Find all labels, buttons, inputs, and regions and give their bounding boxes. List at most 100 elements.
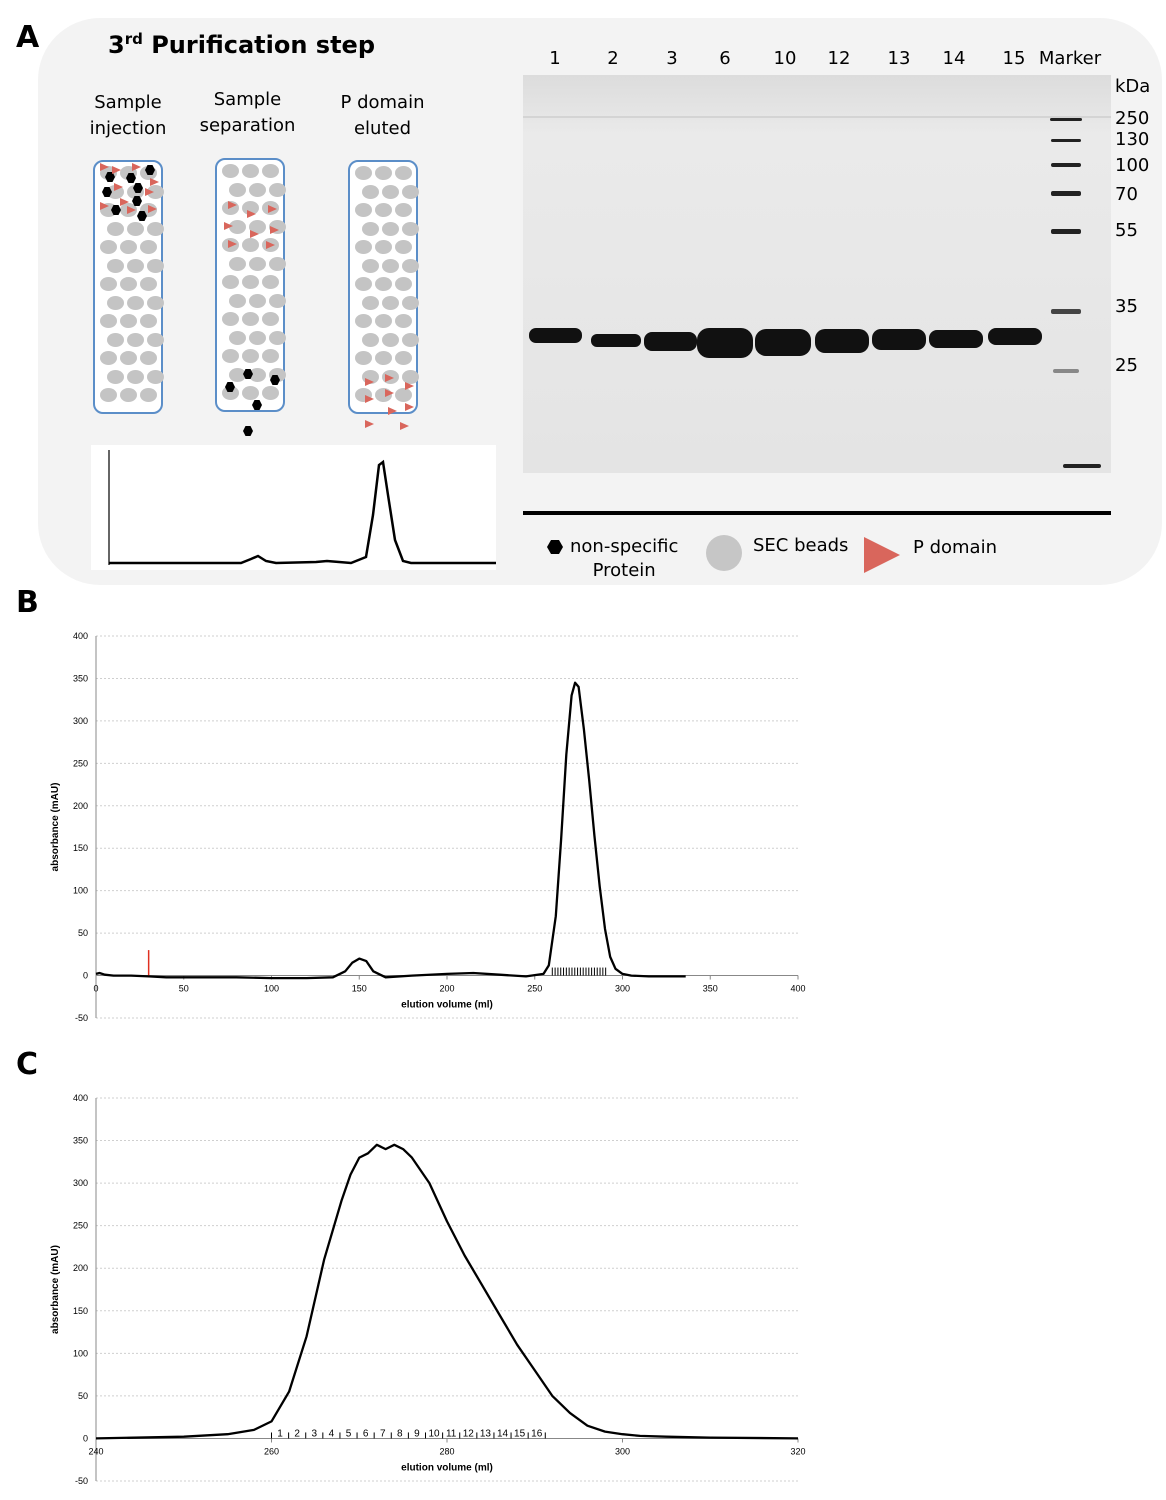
fraction-label: 8 xyxy=(397,1428,403,1439)
legend-divider xyxy=(523,511,1111,515)
lane-label: 13 xyxy=(887,48,911,69)
sec-bead xyxy=(355,277,372,291)
sec-bead xyxy=(355,351,372,365)
sec-bead xyxy=(229,293,246,308)
x-tick-label: 260 xyxy=(264,1446,279,1456)
sec-bead xyxy=(375,277,392,291)
panel-label-a: A xyxy=(16,20,40,55)
y-axis-label: absorbance (mAU) xyxy=(50,1245,61,1334)
mw-label: 25 xyxy=(1115,355,1138,376)
sec-bead xyxy=(382,184,399,199)
sec-bead xyxy=(249,293,266,308)
pdomain-particle xyxy=(127,206,136,214)
mini-chromatogram xyxy=(91,445,496,570)
sec-bead xyxy=(395,314,412,328)
sds-page-gel xyxy=(523,75,1111,473)
pdomain-particle xyxy=(405,382,414,390)
sec-bead xyxy=(375,240,392,254)
pdomain-particle xyxy=(250,230,259,238)
y-tick-label: 200 xyxy=(73,801,88,811)
lane-label: 1 xyxy=(549,48,561,69)
sec-bead xyxy=(249,367,266,382)
pdomain-particle xyxy=(247,210,256,218)
y-axis-label: absorbance (mAU) xyxy=(50,783,61,872)
sec-bead xyxy=(382,221,399,236)
panel-label-c: C xyxy=(16,1047,39,1082)
sec-bead xyxy=(375,314,392,328)
sec-bead xyxy=(120,314,137,328)
sec-bead xyxy=(402,221,419,236)
sec-bead xyxy=(355,240,372,254)
band-lane-2 xyxy=(591,334,641,347)
nonspecific-protein xyxy=(225,382,235,392)
pdomain-particle xyxy=(270,226,279,234)
fraction-label: 9 xyxy=(414,1428,420,1439)
sec-bead xyxy=(127,258,144,273)
pdomain-particle xyxy=(100,163,109,171)
sec-bead xyxy=(269,182,286,197)
mw-label: 130 xyxy=(1115,129,1150,150)
panel-label-b: B xyxy=(16,585,39,620)
lane-label: 6 xyxy=(719,48,731,69)
pdomain-particle xyxy=(114,183,123,191)
y-tick-label: 300 xyxy=(73,1178,88,1188)
pdomain-particle xyxy=(145,188,154,196)
eluted-pdomain xyxy=(400,422,409,430)
nonspecific-protein xyxy=(243,369,253,379)
marker-band-25 xyxy=(1053,369,1079,373)
x-tick-label: 50 xyxy=(179,984,189,994)
pdomain-particle xyxy=(100,202,109,210)
pdomain-particle xyxy=(150,178,159,186)
marker-band-55 xyxy=(1051,229,1081,234)
sec-bead xyxy=(127,369,144,384)
pdomain-particle xyxy=(268,205,277,213)
marker-band-100 xyxy=(1051,163,1081,167)
x-tick-label: 100 xyxy=(264,984,279,994)
x-tick-label: 200 xyxy=(439,984,454,994)
pdomain-particle xyxy=(120,198,129,206)
chromatogram-trace xyxy=(95,1143,799,1440)
sec-bead xyxy=(382,258,399,273)
sec-bead xyxy=(242,164,259,178)
gel-svg xyxy=(523,75,1111,473)
fraction-label: 5 xyxy=(346,1428,352,1439)
mw-label: 100 xyxy=(1115,155,1150,176)
x-tick-label: 280 xyxy=(439,1446,454,1456)
sec-bead xyxy=(269,256,286,271)
legend-bead-icon xyxy=(706,535,742,571)
fraction-label: 6 xyxy=(363,1428,369,1439)
sec-bead xyxy=(100,388,117,402)
marker-ladder xyxy=(1050,118,1101,468)
x-tick-label: 250 xyxy=(527,984,542,994)
mw-label: 55 xyxy=(1115,220,1138,241)
sec-bead xyxy=(107,332,124,347)
sec-bead xyxy=(120,277,137,291)
legend-beads-label: SEC beads xyxy=(753,535,849,556)
chart-b: -50 0 50 100 150 200 250 300 350 400 0 50 100 150 200 2… xyxy=(50,631,806,1023)
marker-band-250 xyxy=(1050,118,1082,121)
mw-unit: kDa xyxy=(1115,76,1151,97)
lane-label: 15 xyxy=(1002,48,1026,69)
nonspecific-protein xyxy=(252,400,262,410)
column-label-separation: Sample separation xyxy=(199,89,296,136)
y-tick-label: 400 xyxy=(73,631,88,641)
pdomain-particle xyxy=(132,163,141,171)
x-axis-label: elution volume (ml) xyxy=(401,1000,493,1011)
sec-bead xyxy=(362,258,379,273)
legend-nonspecific-label: non-specific Protein xyxy=(570,536,679,581)
sec-bead xyxy=(242,238,259,252)
band-lane-1 xyxy=(529,328,582,343)
legend-nonspecific-icon xyxy=(547,540,563,554)
column-label-eluted: P domain eluted xyxy=(340,92,425,139)
y-tick-label: 0 xyxy=(83,971,88,981)
y-tick-label: -50 xyxy=(75,1013,88,1023)
nonspecific-protein xyxy=(126,173,136,183)
protein-bands xyxy=(529,328,1042,358)
sec-bead xyxy=(140,314,157,328)
mw-label: 250 xyxy=(1115,108,1150,129)
marker-band-70 xyxy=(1051,191,1081,196)
sec-bead xyxy=(402,184,419,199)
y-tick-label: -50 xyxy=(75,1476,88,1486)
sec-bead xyxy=(395,277,412,291)
panel-a-title: 3rd Purification step xyxy=(108,30,375,59)
